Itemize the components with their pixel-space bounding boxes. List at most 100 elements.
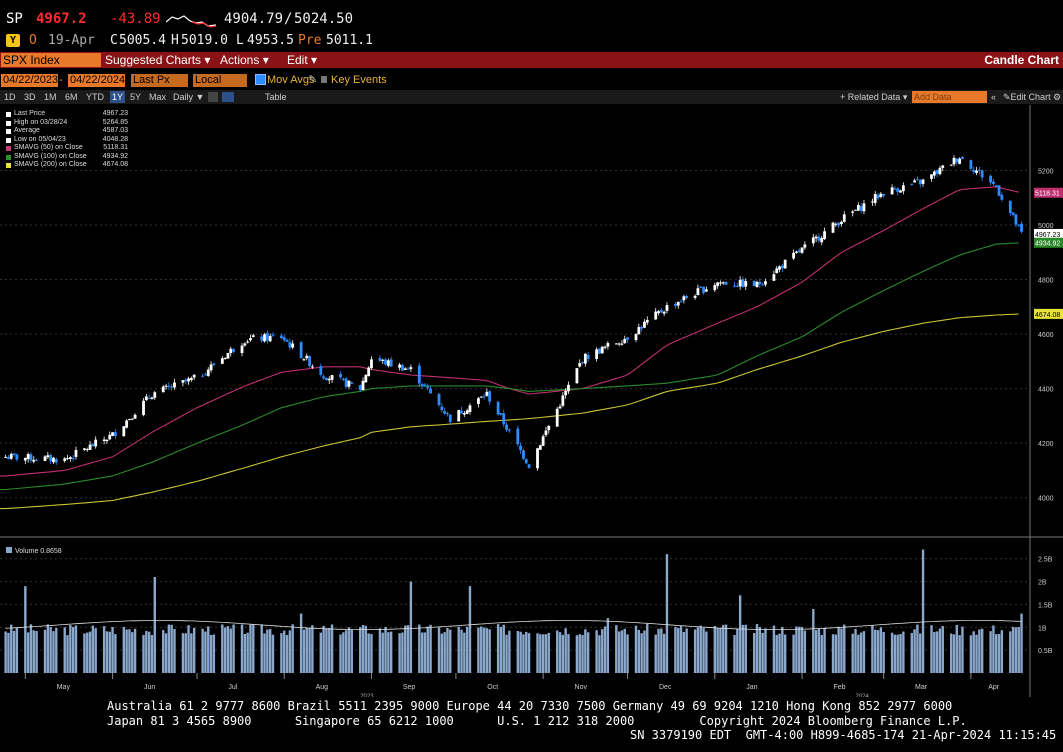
candle-body [581, 362, 584, 364]
bookmark-icon [321, 76, 327, 83]
volume-bar [935, 631, 939, 673]
volume-bar [74, 625, 78, 673]
edit-button[interactable]: Edit ▾ [287, 53, 317, 67]
frequency-select[interactable]: Daily ▼ [173, 92, 205, 102]
calendar-icon[interactable] [208, 92, 218, 102]
volume-bar [677, 627, 680, 673]
candle-body [440, 406, 444, 411]
key-events-toggle[interactable]: Key Events [331, 74, 387, 86]
volume-bar [308, 628, 311, 673]
candle-body [713, 285, 717, 291]
candle-body [327, 378, 331, 381]
settings-gear-icon[interactable]: ⚙ [1053, 92, 1062, 102]
volume-bar [170, 624, 173, 673]
price-tick-label: 5000 [1038, 223, 1054, 230]
sma-100-line [0, 242, 1019, 491]
volume-bar [516, 631, 520, 673]
tab-5y[interactable]: 5Y [130, 92, 142, 102]
volume-bar [370, 634, 373, 673]
candle-body [381, 359, 385, 361]
volume-bar [131, 632, 134, 673]
candle-body [206, 369, 210, 376]
candle-body [477, 398, 480, 404]
candle-body [85, 449, 89, 451]
volume-bar [268, 629, 272, 673]
candle-body [524, 459, 528, 464]
actions-button[interactable]: Actions ▾ [220, 53, 269, 67]
tab-3d[interactable]: 3D [24, 92, 36, 102]
candle-body [575, 368, 579, 384]
candle-body [586, 355, 590, 359]
chart-style-icon[interactable] [222, 92, 234, 102]
tab-6m[interactable]: 6M [65, 92, 78, 102]
candle-body [676, 302, 680, 306]
volume-bar [840, 628, 843, 673]
edit-chart-button[interactable]: ✎Edit Chart [1003, 92, 1051, 102]
candle-body [1020, 223, 1023, 232]
volume-bar [738, 595, 742, 673]
volume-bar [603, 626, 607, 673]
volume-swatch [6, 547, 12, 553]
candle-body [952, 157, 956, 165]
candle-body [482, 396, 486, 398]
tab-1m[interactable]: 1M [44, 92, 57, 102]
field-select[interactable]: Last Px [131, 74, 188, 87]
volume-bar [477, 627, 480, 673]
volume-bar [820, 634, 823, 673]
related-data-button[interactable]: + Related Data ▾ [840, 92, 908, 102]
volume-bar [561, 634, 565, 673]
candle-body [910, 183, 914, 185]
volume-bar [94, 628, 97, 673]
volume-bar [88, 631, 92, 673]
tab-1y[interactable]: 1Y [110, 91, 126, 103]
candle-body [854, 209, 857, 211]
pencil-icon[interactable]: ✎ [308, 74, 318, 86]
candle-body [322, 376, 326, 379]
tab-ytd[interactable]: YTD [86, 92, 104, 102]
security-field[interactable]: SPX Index [1, 53, 101, 67]
end-date-field[interactable]: 04/22/2024 [68, 74, 126, 87]
last-price-badge-label: 4967.23 [1035, 232, 1060, 239]
checkbox-icon[interactable] [255, 74, 266, 85]
suggested-charts-label: Suggested Charts [105, 53, 202, 67]
volume-bar [465, 626, 469, 673]
candle-body [367, 367, 371, 377]
volume-bar [657, 628, 660, 673]
tab-1d[interactable]: 1D [4, 92, 16, 102]
mov-avgs-toggle[interactable]: Mov Avgs [267, 74, 315, 86]
suggested-charts-button[interactable]: Suggested Charts ▾ [105, 53, 210, 67]
candle-body [15, 454, 19, 460]
currency-select[interactable]: Local CCY [193, 74, 247, 99]
volume-bar [544, 634, 548, 673]
tab-max[interactable]: Max [149, 92, 167, 102]
volume-bar [972, 631, 975, 673]
start-date-field[interactable]: 04/22/2023 [1, 74, 59, 87]
volume-bar [409, 581, 413, 673]
volume-bar [263, 633, 266, 673]
candle-body [930, 174, 933, 179]
candle-body [88, 444, 92, 450]
table-button[interactable]: Table [265, 92, 287, 102]
collapse-icon[interactable]: « [991, 92, 997, 102]
candle-body [992, 181, 995, 185]
volume-bar [173, 628, 176, 673]
volume-bar [705, 631, 708, 673]
candle-body [1008, 200, 1012, 213]
volume-bar [328, 627, 331, 673]
volume-bar [49, 627, 52, 673]
candle-body [52, 457, 55, 463]
volume-bar [758, 627, 762, 673]
volume-bar [679, 626, 683, 673]
range-high: 5024.50 [294, 11, 354, 27]
exchange-icon[interactable]: Y [6, 34, 20, 47]
volume-bar [995, 634, 998, 673]
volume-bar [606, 618, 610, 673]
price-chart[interactable]: 4000 4200 4400 4600 4800 5000 5200 2.5B 2B 1.5B 1… [0, 105, 1063, 697]
volume-bar [913, 629, 916, 673]
candle-body [896, 188, 900, 192]
volume-bar [595, 630, 598, 673]
volume-bar [733, 634, 736, 673]
add-data-input[interactable]: Add Data [912, 91, 987, 103]
volume-bar [482, 627, 486, 673]
period-tabs: 1D 3D 1M 6M YTD 1Y 5Y Max Daily ▼ Table + Relat… [0, 90, 1063, 104]
